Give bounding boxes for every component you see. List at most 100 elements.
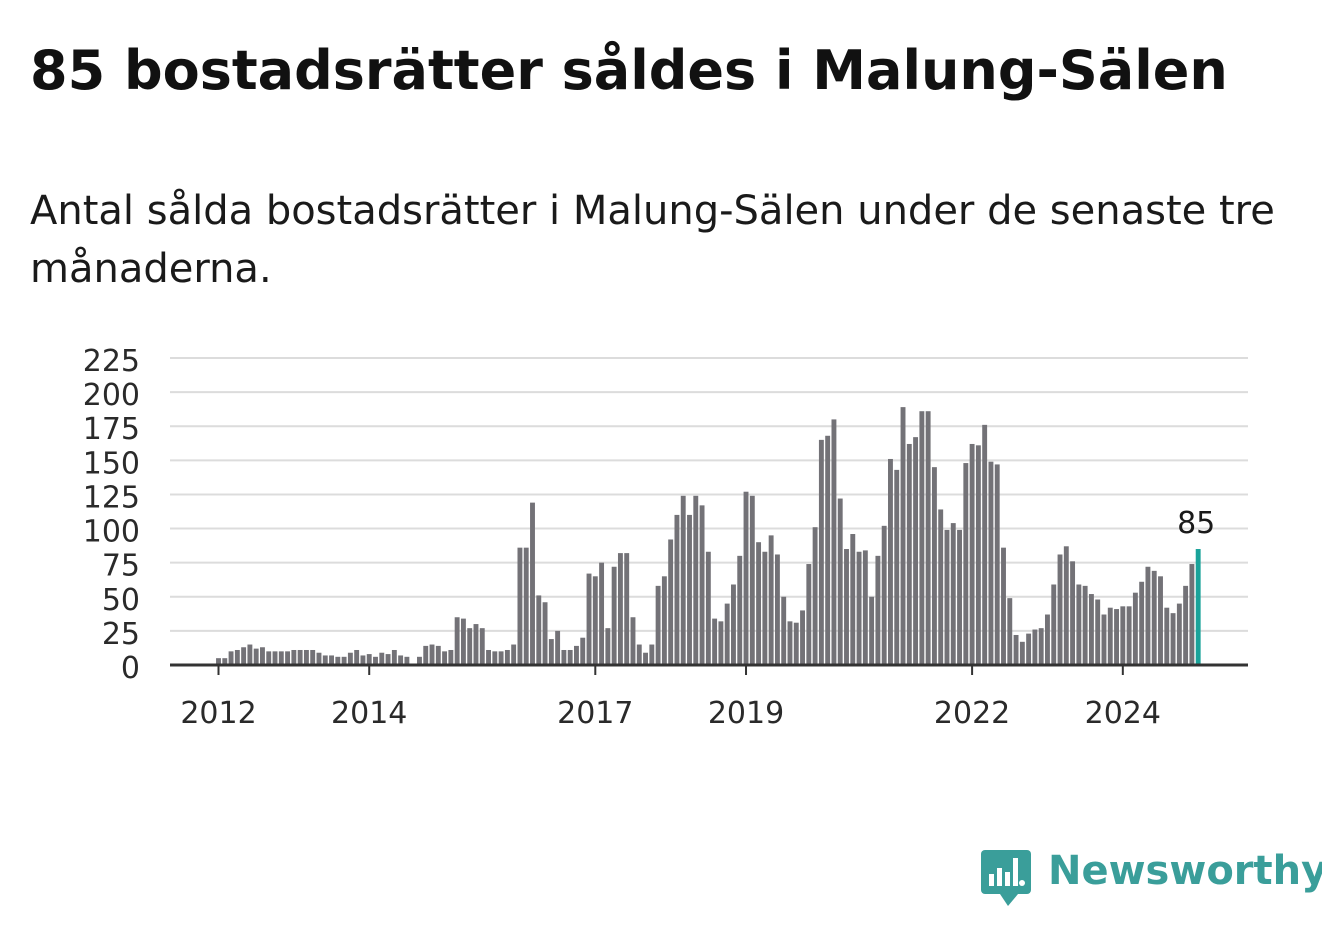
bar — [272, 651, 278, 665]
bar — [617, 553, 623, 665]
bar — [291, 649, 297, 665]
bar — [643, 652, 648, 665]
chart-subtitle: Antal sålda bostadsrätter i Malung-Sälen… — [30, 188, 1275, 292]
bar — [850, 534, 856, 665]
brand-name: Newsworthy — [1048, 848, 1322, 894]
bar — [1176, 603, 1182, 665]
bar — [938, 509, 944, 665]
bar — [341, 656, 347, 665]
bar — [354, 649, 360, 665]
bar — [1151, 570, 1157, 665]
bar — [1183, 585, 1189, 665]
bar — [994, 464, 1000, 665]
bar — [216, 658, 221, 665]
y-tick-label: 225 — [83, 344, 140, 379]
bar — [1007, 598, 1013, 665]
bar — [900, 407, 906, 665]
bar — [731, 584, 736, 665]
bar — [460, 618, 466, 665]
bar — [404, 656, 410, 665]
bar — [975, 445, 981, 665]
y-tick-label: 75 — [102, 549, 140, 584]
bar — [831, 419, 837, 665]
bar — [423, 645, 429, 665]
bar — [1038, 628, 1044, 665]
y-tick-label: 200 — [83, 378, 140, 413]
bar — [1013, 634, 1019, 665]
bar — [611, 566, 617, 665]
bar — [303, 649, 309, 665]
bar — [448, 649, 454, 665]
bar — [536, 595, 542, 665]
y-tick-label: 0 — [121, 651, 140, 686]
bar — [636, 644, 642, 665]
bar — [1126, 606, 1132, 665]
bar — [1057, 554, 1063, 665]
y-tick-label: 125 — [83, 480, 140, 515]
y-tick-label: 50 — [102, 583, 140, 618]
bar — [806, 564, 812, 665]
bar — [335, 656, 341, 665]
bar — [661, 576, 667, 665]
bar — [555, 630, 561, 665]
bar — [586, 573, 592, 665]
y-tick-label: 25 — [102, 617, 140, 652]
bar — [1076, 584, 1082, 665]
bar — [950, 523, 956, 665]
bar — [548, 639, 554, 665]
bar — [862, 550, 868, 665]
bar — [655, 585, 661, 665]
bar — [247, 644, 253, 665]
bar — [360, 655, 366, 665]
bar — [630, 617, 636, 665]
bar — [322, 655, 328, 665]
bar — [624, 553, 630, 665]
bar — [241, 647, 247, 665]
bar — [749, 495, 755, 665]
bar — [1145, 566, 1151, 665]
bar — [724, 603, 730, 665]
bar — [1001, 547, 1006, 665]
bar — [542, 602, 548, 665]
bar — [1019, 641, 1025, 665]
newsworthy-logo: Newsworthy — [978, 846, 1322, 912]
bar — [774, 554, 780, 665]
bar — [693, 495, 699, 665]
bar — [1045, 614, 1050, 665]
bar — [906, 443, 912, 665]
bar — [844, 549, 849, 665]
bar — [982, 424, 988, 665]
bar — [768, 535, 774, 665]
bar — [260, 647, 265, 665]
bar — [1120, 606, 1126, 665]
bar — [442, 651, 448, 665]
bar — [1170, 613, 1176, 665]
bar — [517, 547, 523, 665]
x-tick-label: 2022 — [934, 696, 1010, 731]
bar — [379, 652, 385, 665]
bar — [1026, 633, 1032, 665]
bar — [605, 628, 611, 665]
bar — [498, 651, 504, 665]
bar — [1164, 607, 1170, 665]
bar — [1095, 599, 1101, 665]
bar — [366, 654, 372, 665]
bar — [492, 651, 498, 665]
bar — [329, 655, 334, 665]
bar — [530, 502, 535, 665]
bar — [957, 529, 962, 665]
bar — [234, 649, 240, 665]
bar — [278, 651, 284, 665]
bar — [1063, 546, 1069, 665]
bar — [793, 622, 799, 665]
bar — [718, 621, 724, 665]
bar — [398, 655, 404, 665]
bar — [473, 624, 479, 665]
bar — [869, 596, 875, 665]
bar — [756, 542, 762, 665]
bar — [969, 443, 975, 665]
bar — [310, 649, 316, 665]
bar — [574, 645, 579, 665]
bar — [1139, 581, 1145, 665]
